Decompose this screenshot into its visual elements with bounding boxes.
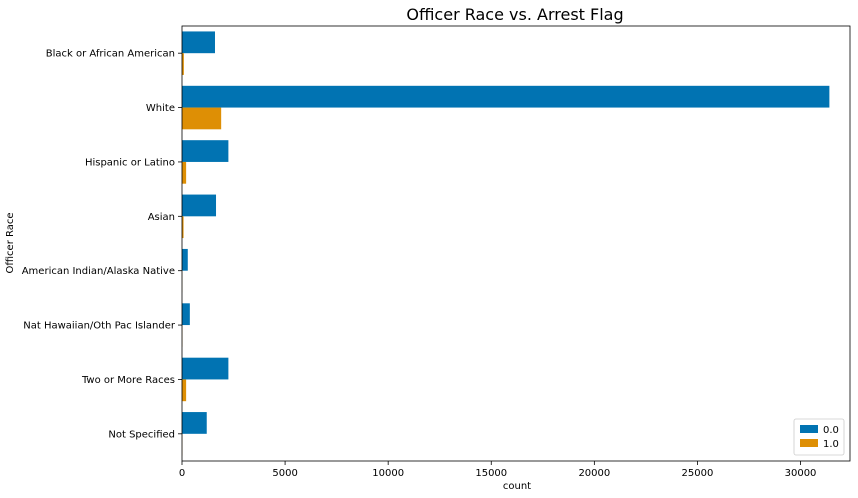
bar-series-0.0-1 [182,85,830,108]
legend-label: 0.0 [823,425,839,436]
x-tick-label: 5000 [272,468,297,479]
bar-series-1.0-6 [182,379,187,402]
x-tick-label: 30000 [785,468,817,479]
legend-label: 1.0 [823,439,839,450]
x-tick-label: 0 [179,468,185,479]
bar-series-1.0-1 [182,107,222,130]
y-axis-title: Officer Race [5,213,16,274]
y-tick-label: Not Specified [108,429,175,440]
bar-series-1.0-3 [182,216,184,239]
bar-series-0.0-0 [182,31,215,54]
y-ticks: Black or African American White Hispanic o… [22,49,182,440]
bar-series-0.0-5 [182,303,190,326]
x-tick-label: 15000 [475,468,507,479]
y-tick-label: Nat Hawaiian/Oth Pac Islander [23,321,176,332]
plot-frame [181,25,851,462]
bar-series-0.0-4 [182,248,188,271]
bar-series-0.0-6 [182,357,229,380]
y-tick-label: White [146,103,175,114]
bar-series-1.0-2 [182,161,187,184]
x-tick-label: 25000 [682,468,714,479]
legend: 0.01.0 [793,418,845,456]
y-tick-label: Two or More Races [81,375,175,386]
y-tick-label: Black or African American [46,49,175,60]
chart-title: Officer Race vs. Arrest Flag [406,5,623,24]
bar-series-0.0-2 [182,140,229,162]
y-tick-label: Hispanic or Latino [85,157,175,168]
x-tick-label: 20000 [578,468,610,479]
x-tick-label: 10000 [372,468,404,479]
x-ticks: 0 5000 10000 15000 20000 25000 30000 [179,461,817,479]
bars-layer [182,31,830,456]
legend-swatch [800,425,818,433]
y-tick-label: American Indian/Alaska Native [22,266,175,277]
bar-series-1.0-0 [182,53,184,75]
y-tick-label: Asian [148,212,175,223]
bar-series-0.0-3 [182,194,217,217]
x-axis-title: count [503,481,531,492]
bar-series-0.0-7 [182,412,207,434]
legend-swatch [800,439,818,447]
